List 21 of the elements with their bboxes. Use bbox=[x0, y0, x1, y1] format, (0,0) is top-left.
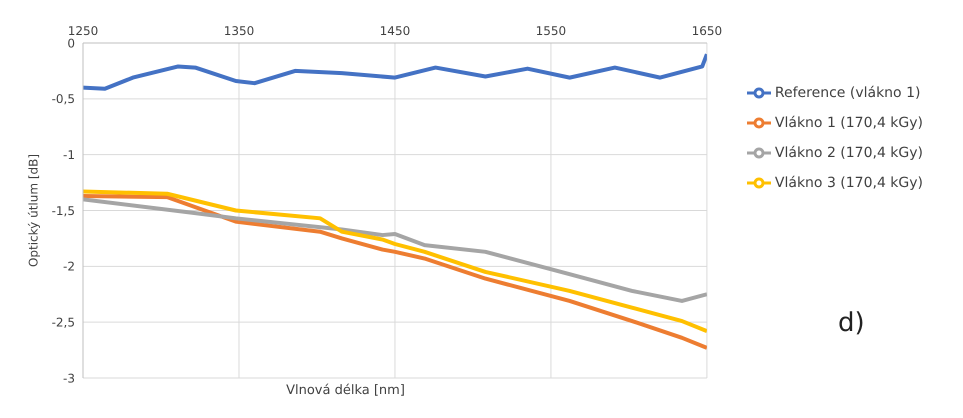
y-tick-label: -1 bbox=[63, 148, 75, 162]
x-axis-title: Vlnová délka [nm] bbox=[286, 383, 405, 398]
x-tick-label: 1650 bbox=[692, 24, 722, 38]
x-tick-label: 1550 bbox=[536, 24, 566, 38]
text: d) bbox=[838, 308, 865, 338]
y-tick-label: -3 bbox=[63, 371, 75, 386]
x-tick-label: 1450 bbox=[380, 24, 410, 38]
x-tick-label: 1350 bbox=[224, 24, 254, 38]
y-axis-title: Optický útlum [dB] bbox=[26, 154, 40, 268]
line-series bbox=[83, 197, 707, 303]
x-tick-label: 1250 bbox=[68, 24, 98, 38]
legend-label: Vlákno 3 (170,4 kGy) bbox=[774, 175, 923, 191]
y-tick-label: -1,5 bbox=[52, 204, 75, 218]
legend-label: Vlákno 2 (170,4 kGy) bbox=[774, 145, 923, 161]
y-tick-label: -2 bbox=[63, 260, 75, 274]
y-tick-label: -2,5 bbox=[52, 315, 75, 330]
legend-label: Reference (vlákno 1) bbox=[774, 85, 920, 101]
y-tick-label: -0,5 bbox=[52, 92, 75, 106]
line-series bbox=[83, 52, 707, 91]
y-tick-label: 0 bbox=[67, 36, 75, 50]
legend-label: Vlákno 1 (170,4 kGy) bbox=[774, 115, 923, 131]
